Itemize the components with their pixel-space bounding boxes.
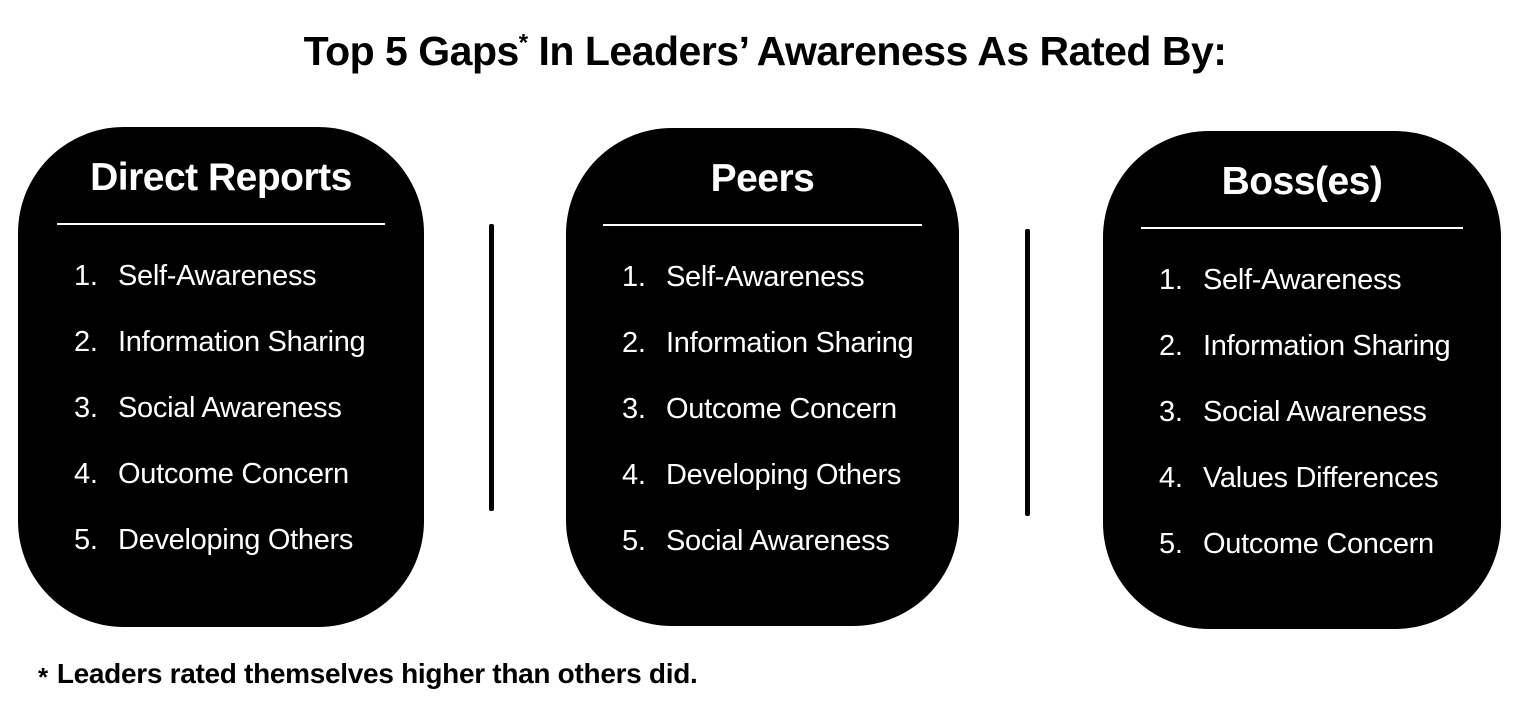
- item-rank: 5.: [74, 524, 98, 556]
- list-item: 2. Information Sharing: [622, 323, 949, 363]
- item-rank: 2.: [622, 327, 646, 359]
- item-rank: 1.: [622, 261, 646, 293]
- item-rank: 2.: [1159, 330, 1183, 362]
- footnote: * Leaders rated themselves higher than ot…: [38, 658, 698, 692]
- item-label: Developing Others: [118, 524, 354, 556]
- item-rank: 5.: [622, 525, 646, 557]
- list-item: 5. Developing Others: [74, 520, 414, 560]
- list-item: 3. Social Awareness: [74, 388, 414, 428]
- item-rank: 1.: [74, 260, 98, 292]
- item-label: Social Awareness: [666, 525, 890, 557]
- title-text: Top 5 Gaps: [303, 28, 520, 74]
- item-rank: 1.: [1159, 264, 1183, 296]
- card-heading: Boss(es): [1221, 160, 1383, 203]
- card-heading: Peers: [710, 157, 815, 200]
- footnote-asterisk: *: [38, 662, 48, 692]
- card-heading: Direct Reports: [90, 156, 352, 199]
- title-text-suffix: In Leaders’ Awareness As Rated By:: [527, 28, 1227, 74]
- item-rank: 2.: [74, 326, 98, 358]
- heading-underline: [603, 224, 922, 226]
- title-asterisk: *: [518, 29, 528, 57]
- item-rank: 4.: [74, 458, 98, 490]
- card-bosses: Boss(es) 1. Self-Awareness 2. Informatio…: [1103, 131, 1501, 629]
- page-title: Top 5 Gaps* In Leaders’ Awareness As Rat…: [0, 28, 1530, 75]
- list-item: 5. Social Awareness: [622, 521, 949, 561]
- vertical-divider: [1025, 229, 1030, 516]
- item-rank: 5.: [1159, 528, 1183, 560]
- gap-list: 1. Self-Awareness 2. Information Sharing…: [566, 257, 959, 561]
- item-label: Outcome Concern: [1203, 528, 1434, 560]
- item-label: Social Awareness: [118, 392, 342, 424]
- item-label: Information Sharing: [1203, 330, 1451, 362]
- footnote-text: Leaders rated themselves higher than oth…: [56, 658, 698, 689]
- item-rank: 3.: [622, 393, 646, 425]
- list-item: 2. Information Sharing: [74, 322, 414, 362]
- item-label: Developing Others: [666, 459, 902, 491]
- list-item: 1. Self-Awareness: [622, 257, 949, 297]
- list-item: 4. Values Differences: [1159, 458, 1491, 498]
- item-rank: 3.: [1159, 396, 1183, 428]
- list-item: 1. Self-Awareness: [74, 256, 414, 296]
- item-rank: 4.: [622, 459, 646, 491]
- gap-list: 1. Self-Awareness 2. Information Sharing…: [1103, 260, 1501, 564]
- item-label: Outcome Concern: [666, 393, 897, 425]
- item-label: Social Awareness: [1203, 396, 1427, 428]
- list-item: 3. Outcome Concern: [622, 389, 949, 429]
- item-label: Values Differences: [1203, 462, 1439, 494]
- item-rank: 4.: [1159, 462, 1183, 494]
- heading-underline: [1140, 227, 1464, 229]
- item-rank: 3.: [74, 392, 98, 424]
- list-item: 1. Self-Awareness: [1159, 260, 1491, 300]
- heading-underline: [56, 223, 386, 225]
- card-peers: Peers 1. Self-Awareness 2. Information S…: [566, 128, 959, 626]
- gap-list: 1. Self-Awareness 2. Information Sharing…: [18, 256, 424, 560]
- card-direct-reports: Direct Reports 1. Self-Awareness 2. Info…: [18, 127, 424, 627]
- item-label: Information Sharing: [666, 327, 914, 359]
- list-item: 4. Outcome Concern: [74, 454, 414, 494]
- list-item: 2. Information Sharing: [1159, 326, 1491, 366]
- vertical-divider: [489, 224, 494, 511]
- item-label: Self-Awareness: [1203, 264, 1402, 296]
- item-label: Self-Awareness: [666, 261, 865, 293]
- list-item: 4. Developing Others: [622, 455, 949, 495]
- item-label: Information Sharing: [118, 326, 366, 358]
- item-label: Outcome Concern: [118, 458, 349, 490]
- item-label: Self-Awareness: [118, 260, 317, 292]
- list-item: 5. Outcome Concern: [1159, 524, 1491, 564]
- list-item: 3. Social Awareness: [1159, 392, 1491, 432]
